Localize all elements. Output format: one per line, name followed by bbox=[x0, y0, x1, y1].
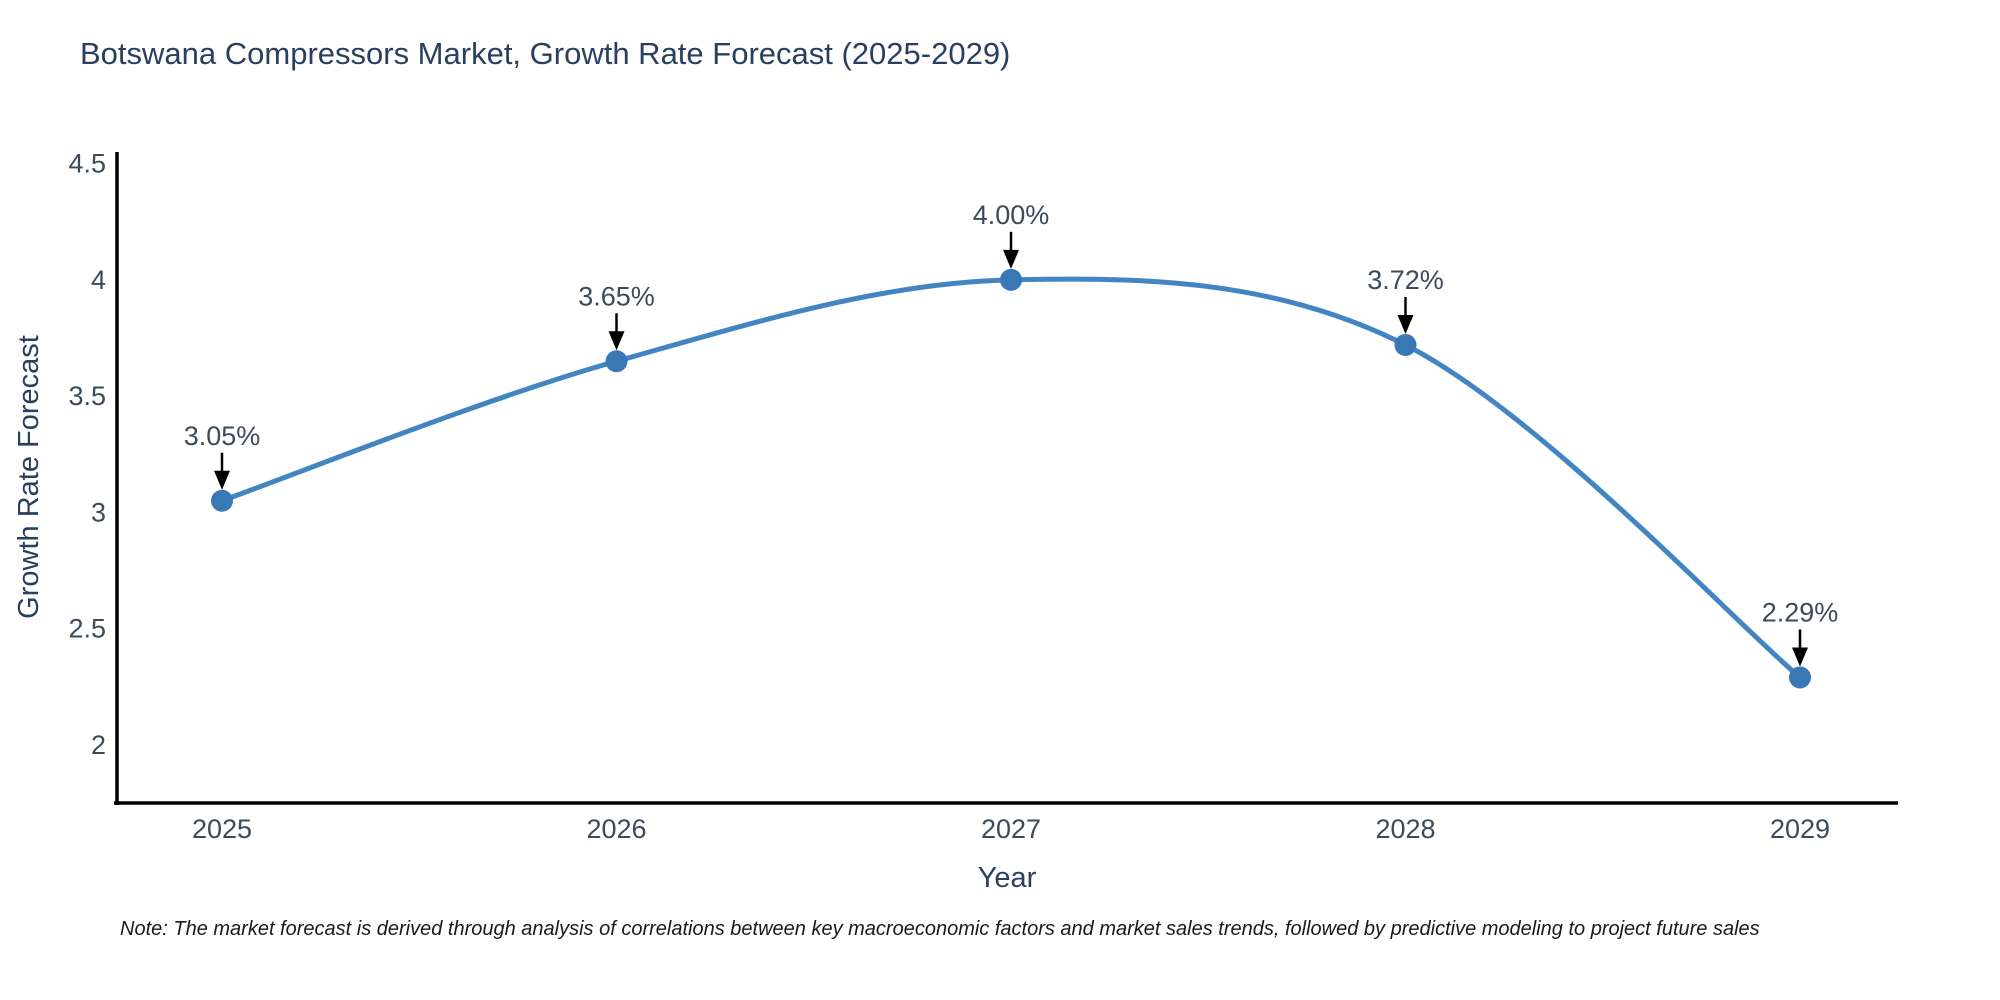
y-tick-label: 4.5 bbox=[68, 149, 106, 179]
point-value-label: 2.29% bbox=[1762, 597, 1839, 627]
x-tick-label: 2027 bbox=[981, 814, 1041, 844]
annotation-arrowhead bbox=[214, 470, 230, 490]
data-point bbox=[1394, 333, 1417, 356]
x-tick-label: 2028 bbox=[1375, 814, 1435, 844]
data-point bbox=[1000, 268, 1022, 291]
x-tick-label: 2029 bbox=[1770, 814, 1830, 844]
annotation-arrowhead bbox=[1003, 249, 1019, 269]
y-tick-label: 3.5 bbox=[68, 381, 106, 411]
y-tick-label: 3 bbox=[91, 497, 106, 527]
point-value-label: 3.05% bbox=[184, 421, 261, 451]
data-point bbox=[1789, 666, 1811, 689]
annotation-arrowhead bbox=[1792, 647, 1808, 667]
data-point bbox=[211, 489, 233, 512]
footnote: Note: The market forecast is derived thr… bbox=[120, 918, 1760, 940]
y-tick-label: 4 bbox=[91, 265, 106, 295]
data-point bbox=[605, 350, 628, 373]
y-tick-label: 2 bbox=[91, 730, 106, 760]
chart-title: Botswana Compressors Market, Growth Rate… bbox=[80, 36, 1011, 71]
x-tick-label: 2026 bbox=[586, 814, 646, 844]
x-tick-label: 2025 bbox=[192, 814, 252, 844]
trend-line bbox=[219, 276, 1803, 680]
y-tick-label: 2.5 bbox=[68, 614, 106, 644]
point-value-label: 3.72% bbox=[1367, 265, 1444, 295]
x-axis-title: Year bbox=[978, 862, 1037, 894]
y-axis-title: Growth Rate Forecast bbox=[13, 335, 45, 619]
annotation-arrowhead bbox=[608, 331, 625, 351]
annotation-arrowhead bbox=[1397, 314, 1414, 334]
point-value-label: 3.65% bbox=[578, 281, 655, 311]
point-value-label: 4.00% bbox=[973, 200, 1050, 230]
